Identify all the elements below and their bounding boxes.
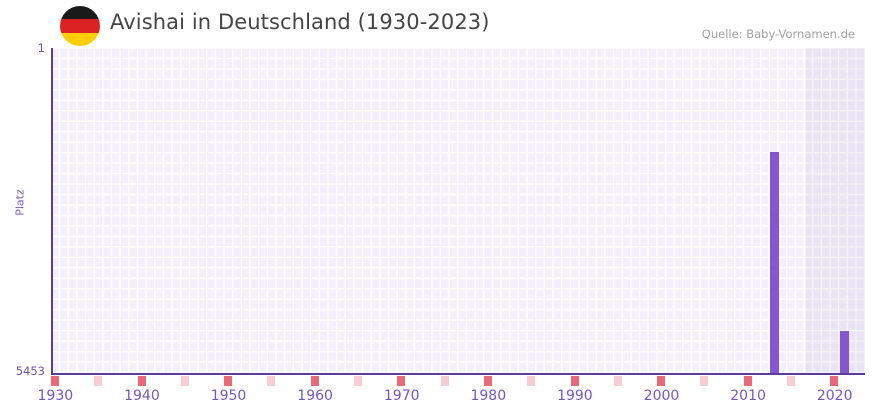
x-tick-2000 — [657, 376, 666, 386]
x-tick-1940 — [137, 376, 146, 386]
x-tick-1970 — [397, 376, 406, 386]
x-tick-1985 — [527, 376, 536, 386]
flag-band-gold — [60, 32, 100, 46]
x-tick-label-2020: 2020 — [816, 388, 853, 404]
x-tick-label-1930: 1930 — [37, 388, 74, 404]
x-tick-2015 — [787, 376, 796, 386]
chart-header: Avishai in Deutschland (1930-2023) Quell… — [0, 0, 873, 48]
x-tick-1960 — [310, 376, 319, 386]
x-tick-label-1970: 1970 — [383, 388, 420, 404]
x-tick-1965 — [354, 376, 363, 386]
x-tick-label-2010: 2010 — [730, 388, 766, 404]
y-axis-title: Platz — [13, 189, 27, 216]
x-tick-1975 — [440, 376, 449, 386]
shaded-future-region — [806, 48, 865, 373]
x-tick-1990 — [570, 376, 579, 386]
x-tick-label-1940: 1940 — [124, 388, 160, 404]
plot-area — [51, 48, 865, 373]
source-attribution: Quelle: Baby-Vornamen.de — [701, 27, 855, 41]
x-tick-1930 — [51, 376, 59, 386]
x-tick-1995 — [613, 376, 622, 386]
y-axis-tick-label-bottom: 5453 — [15, 364, 45, 378]
flag-band-red — [60, 19, 100, 33]
x-tick-2010 — [743, 376, 752, 386]
x-tick-1980 — [483, 376, 492, 386]
x-tick-label-1950: 1950 — [210, 388, 247, 404]
x-tick-label-2000: 2000 — [643, 388, 680, 404]
chart-title: Avishai in Deutschland (1930-2023) — [110, 10, 490, 34]
x-tick-1955 — [267, 376, 276, 386]
x-tick-1945 — [180, 376, 189, 386]
x-tick-label-1960: 1960 — [297, 388, 333, 404]
x-tick-1950 — [224, 376, 233, 386]
x-tick-label-1980: 1980 — [470, 388, 507, 404]
bar-2021 — [839, 331, 849, 373]
x-tick-1935 — [94, 376, 103, 386]
x-tick-2020 — [830, 376, 839, 386]
bar-2013 — [770, 151, 780, 373]
german-flag-circle-icon — [60, 6, 100, 46]
x-tick-label-1990: 1990 — [557, 388, 593, 404]
x-tick-2005 — [700, 376, 709, 386]
x-axis-line — [51, 373, 865, 375]
y-axis-tick-label-top: 1 — [37, 41, 45, 55]
flag-band-black — [60, 6, 100, 20]
y-axis-line — [51, 48, 53, 373]
